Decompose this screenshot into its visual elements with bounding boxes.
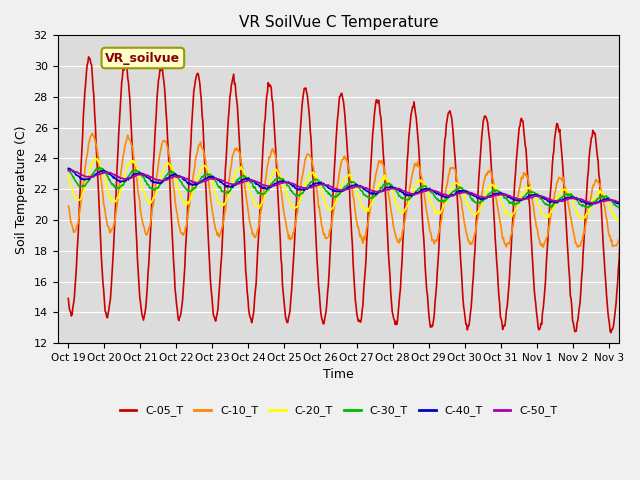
C-40_T: [133, 171, 141, 177]
Legend: C-05_T, C-10_T, C-20_T, C-30_T, C-40_T, C-50_T: C-05_T, C-10_T, C-20_T, C-30_T, C-40_T, …: [115, 401, 562, 421]
C-10_T: [133, 176, 141, 181]
C-10_T: [65, 203, 72, 209]
C-40_T: [449, 192, 457, 198]
C-10_T: [239, 167, 246, 172]
Line: C-30_T: C-30_T: [68, 167, 640, 209]
C-05_T: [133, 239, 141, 244]
C-05_T: [239, 204, 246, 210]
C-30_T: [417, 185, 424, 191]
C-05_T: [607, 330, 614, 336]
C-05_T: [268, 84, 275, 90]
C-20_T: [449, 182, 457, 188]
C-10_T: [268, 149, 275, 155]
C-20_T: [613, 218, 621, 224]
C-10_T: [449, 165, 457, 170]
C-50_T: [627, 203, 635, 208]
Y-axis label: Soil Temperature (C): Soil Temperature (C): [15, 125, 28, 253]
C-30_T: [95, 164, 103, 170]
C-50_T: [268, 183, 275, 189]
C-30_T: [239, 173, 246, 179]
C-30_T: [133, 168, 141, 174]
C-05_T: [417, 182, 424, 188]
C-50_T: [239, 180, 246, 185]
Line: C-10_T: C-10_T: [68, 133, 640, 247]
C-10_T: [574, 244, 582, 250]
C-10_T: [88, 131, 96, 136]
C-40_T: [268, 184, 275, 190]
C-10_T: [417, 172, 424, 178]
C-40_T: [623, 204, 630, 209]
C-40_T: [239, 177, 246, 182]
Title: VR SoilVue C Temperature: VR SoilVue C Temperature: [239, 15, 438, 30]
C-05_T: [65, 296, 72, 301]
C-20_T: [65, 172, 72, 178]
C-05_T: [84, 54, 92, 60]
C-30_T: [621, 206, 629, 212]
Text: VR_soilvue: VR_soilvue: [106, 51, 180, 64]
C-20_T: [239, 167, 246, 173]
C-30_T: [268, 181, 275, 187]
C-40_T: [65, 166, 73, 171]
C-10_T: [289, 230, 297, 236]
Line: C-20_T: C-20_T: [68, 158, 640, 221]
C-50_T: [67, 167, 75, 173]
C-20_T: [133, 164, 141, 169]
C-50_T: [133, 172, 141, 178]
C-20_T: [92, 156, 99, 161]
C-20_T: [289, 204, 297, 210]
C-50_T: [289, 181, 297, 187]
C-30_T: [289, 191, 297, 196]
C-40_T: [417, 187, 424, 193]
C-40_T: [65, 166, 72, 172]
C-30_T: [449, 189, 457, 195]
C-05_T: [289, 265, 297, 271]
Line: C-05_T: C-05_T: [68, 57, 640, 333]
C-05_T: [449, 129, 457, 135]
X-axis label: Time: Time: [323, 369, 354, 382]
C-50_T: [417, 190, 424, 195]
Line: C-50_T: C-50_T: [68, 170, 640, 205]
Line: C-40_T: C-40_T: [68, 168, 640, 206]
C-20_T: [268, 174, 275, 180]
C-50_T: [449, 192, 457, 198]
C-40_T: [289, 184, 297, 190]
C-20_T: [417, 177, 424, 183]
C-30_T: [65, 165, 72, 171]
C-50_T: [65, 168, 72, 174]
